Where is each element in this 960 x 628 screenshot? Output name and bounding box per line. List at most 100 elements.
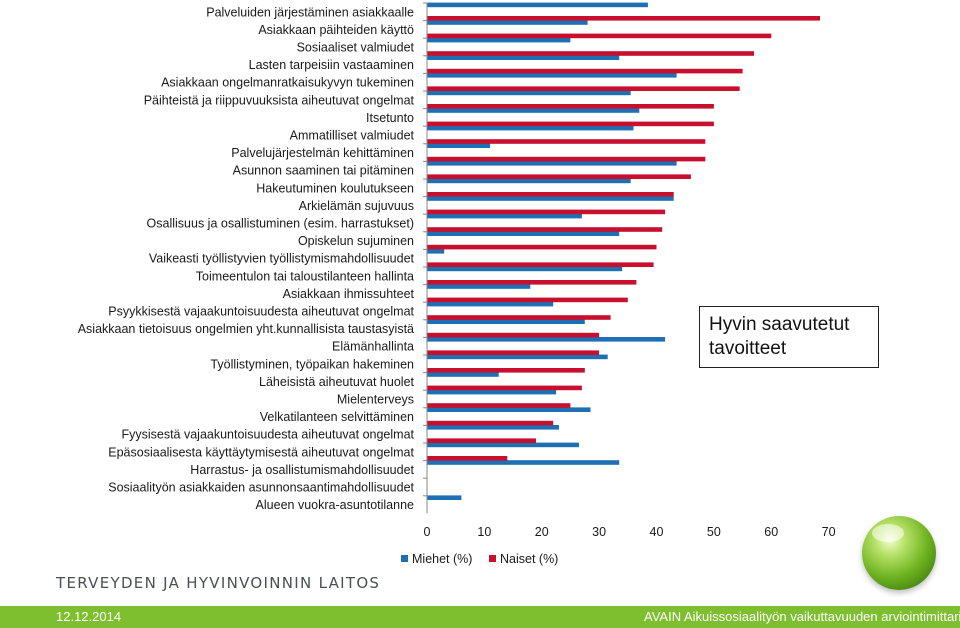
bar-naiset: [427, 209, 666, 215]
bar-miehet: [427, 319, 585, 324]
bar-miehet: [427, 495, 462, 500]
bar-miehet: [427, 2, 648, 8]
footer-date: 12.12.2014: [56, 609, 122, 624]
x-tick-labels: 01020304050607080: [424, 525, 893, 539]
bar-naiset: [427, 174, 691, 179]
category-label: Lasten tarpeisiin vastaaminen: [249, 58, 414, 72]
bar-naiset: [427, 68, 743, 74]
organization-logo-text: TERVEYDEN JA HYVINVOINNIN LAITOS: [56, 574, 381, 592]
bar-naiset: [427, 139, 706, 144]
category-label: Osallisuus ja osallistuminen (esim. harr…: [147, 217, 414, 231]
legend-label-naiset: Naiset (%): [500, 552, 558, 566]
bar-miehet: [427, 284, 531, 289]
bar-naiset: [427, 86, 740, 91]
bar-miehet: [427, 460, 620, 465]
bar-naiset: [427, 33, 772, 39]
category-label: Asunnon saaminen tai pitäminen: [233, 164, 414, 178]
x-tick-label: 60: [764, 525, 778, 539]
x-tick-label: 30: [592, 525, 606, 539]
bar-miehet: [427, 143, 491, 148]
bar-naiset: [427, 403, 571, 408]
category-label: Päihteistä ja riippuvuuksista aiheutuvat…: [144, 93, 415, 107]
bar-miehet: [427, 161, 677, 166]
x-tick-label: 20: [535, 525, 549, 539]
bar-naiset: [427, 385, 582, 391]
category-label: Asiakkaan ongelmanratkaisukyvyn tukemine…: [161, 76, 414, 90]
x-tick-label: 10: [477, 525, 491, 539]
category-label: Hakeutuminen koulutukseen: [256, 181, 414, 195]
category-label: Asiakkaan päihteiden käyttö: [258, 23, 414, 37]
bar-miehet: [427, 407, 591, 412]
bar-miehet: [427, 20, 588, 25]
bar-miehet: [427, 389, 557, 395]
bar-naiset: [427, 280, 637, 285]
bar-miehet: [427, 337, 666, 342]
bar-miehet: [427, 125, 634, 131]
category-label: Epäsosiaalisesta käyttäytymisestä aiheut…: [108, 445, 414, 459]
bar-naiset: [427, 244, 657, 250]
category-label: Asiakkaan ihmissuhteet: [283, 287, 415, 301]
bar-miehet: [427, 213, 582, 219]
category-label: Psyykkisestä vajaakuntoisuudesta aiheutu…: [108, 305, 414, 319]
legend: Miehet (%) Naiset (%): [401, 552, 558, 566]
bar-naiset: [427, 350, 600, 355]
category-label: Harrastus- ja osallistumismahdollisuudet: [190, 463, 414, 477]
category-label: Itsetunto: [366, 111, 414, 125]
category-label: Velkatilanteen selvittäminen: [260, 410, 414, 424]
bar-miehet: [427, 196, 674, 201]
bar-naiset: [427, 16, 820, 21]
category-label: Palvelujärjestelmän kehittäminen: [231, 146, 414, 160]
bar-miehet: [427, 90, 631, 96]
bar-miehet: [427, 354, 608, 360]
category-label: Asiakkaan tietoisuus ongelmien yht.kunna…: [78, 322, 414, 336]
x-tick-label: 50: [707, 525, 721, 539]
category-label: Sosiaalityön asiakkaiden asunnonsaantima…: [108, 481, 414, 495]
legend-swatch-miehet: [401, 555, 408, 562]
category-label: Palveluiden järjestäminen asiakkaalle: [206, 5, 414, 19]
bar-miehet: [427, 442, 579, 448]
bar-naiset: [427, 51, 754, 56]
annotation-line-1: Hyvin saavutetut: [709, 314, 850, 335]
bar-naiset: [427, 368, 585, 373]
category-label: Työllistyminen, työpaikan hakeminen: [210, 357, 414, 371]
bar-naiset: [427, 121, 714, 127]
bar-miehet: [427, 425, 559, 430]
bars: [427, 2, 820, 500]
x-tick-label: 70: [822, 525, 836, 539]
category-label: Vaikeasti työllistyvien työllistymismahd…: [149, 252, 415, 266]
bar-miehet: [427, 55, 620, 60]
bar-naiset: [427, 332, 600, 338]
bar-miehet: [427, 266, 623, 272]
bar-miehet: [427, 178, 631, 184]
bar-naiset: [427, 156, 706, 162]
bar-naiset: [427, 456, 508, 461]
bar-miehet: [427, 108, 640, 113]
globe-logo-icon: [862, 516, 936, 590]
category-label: Ammatilliset valmiudet: [290, 129, 415, 143]
bar-miehet: [427, 37, 571, 43]
bar-naiset: [427, 104, 714, 109]
category-label: Läheisistä aiheutuvat huolet: [259, 375, 415, 389]
annotation-line-2: tavoitteet: [709, 338, 787, 359]
x-tick-label: 40: [650, 525, 664, 539]
x-tick-label: 0: [424, 525, 431, 539]
bar-miehet: [427, 249, 445, 254]
axis: [423, 2, 428, 514]
footer-title: AVAIN Aikuissosiaalityön vaikuttavuuden …: [644, 609, 960, 624]
category-label: Mielenterveys: [337, 393, 414, 407]
bar-naiset: [427, 262, 654, 267]
annotation-box: Hyvin saavutetut tavoitteet: [699, 306, 879, 368]
bar-naiset: [427, 297, 628, 303]
bar-miehet: [427, 231, 620, 236]
category-label: Sosiaaliset valmiudet: [297, 41, 415, 55]
category-label: Arkielämän sujuvuus: [299, 199, 414, 213]
bar-naiset: [427, 420, 554, 426]
category-label: Alueen vuokra-asuntotilanne: [256, 498, 414, 512]
category-label: Fyysisestä vajaakuntoisuudesta aiheutuva…: [121, 428, 414, 442]
footer-bar: 12.12.2014 AVAIN Aikuissosiaalityön vaik…: [0, 606, 960, 628]
bar-miehet: [427, 372, 499, 377]
legend-swatch-naiset: [489, 555, 496, 562]
category-label: Elämänhallinta: [332, 340, 414, 354]
bar-naiset: [427, 227, 663, 232]
